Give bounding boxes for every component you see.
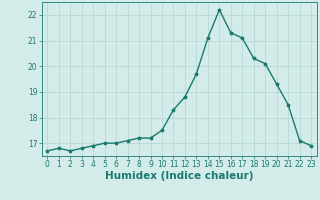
X-axis label: Humidex (Indice chaleur): Humidex (Indice chaleur) [105, 171, 253, 181]
